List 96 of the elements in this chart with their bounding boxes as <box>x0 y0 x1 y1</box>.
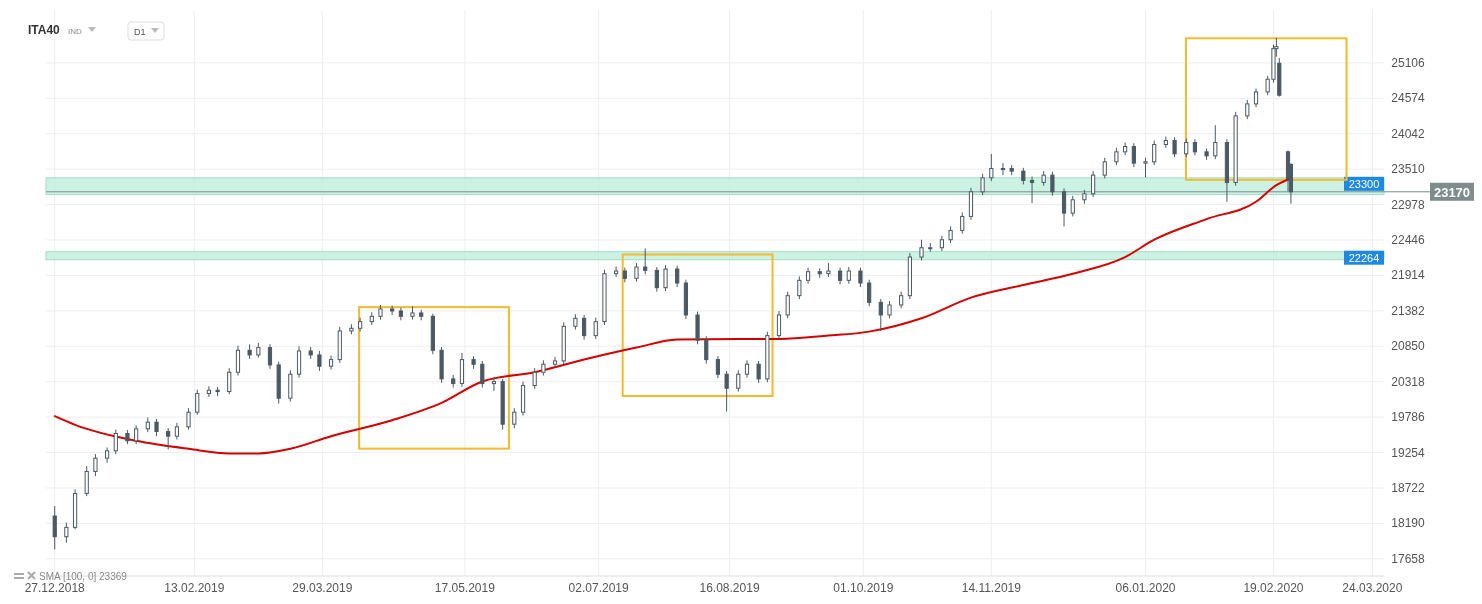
y-tick-label: 24574 <box>1391 91 1426 106</box>
candlestick <box>797 275 802 300</box>
candlestick <box>552 356 558 369</box>
candlestick <box>532 367 537 390</box>
candlestick <box>980 173 985 196</box>
candlestick <box>1061 187 1067 227</box>
x-tick-label: 14.11.2019 <box>961 581 1022 595</box>
candlestick <box>654 266 659 293</box>
candlestick <box>960 211 965 235</box>
candlestick <box>634 262 639 283</box>
y-tick-label: 21914 <box>1391 268 1426 283</box>
x-tick-label: 17.05.2019 <box>434 581 496 595</box>
candlestick <box>582 314 587 341</box>
ref-line-label: 23170 <box>1433 184 1471 200</box>
candlestick <box>52 505 57 550</box>
candlestick <box>1172 136 1177 158</box>
x-tick-label: 27.12.2018 <box>24 581 86 595</box>
candlestick <box>919 239 924 261</box>
candlestick <box>756 360 761 384</box>
x-tick-label: 13.02.2019 <box>164 581 225 595</box>
candlestick <box>736 369 741 393</box>
candlestick <box>1131 142 1136 168</box>
candlestick <box>1123 142 1128 156</box>
x-tick-label: 02.07.2019 <box>568 581 630 595</box>
candlestick <box>704 335 709 365</box>
candlestick <box>724 370 729 413</box>
y-tick-label: 18190 <box>1391 516 1426 531</box>
candlestick <box>512 407 517 429</box>
candlestick <box>715 355 721 379</box>
candlestick <box>878 298 883 332</box>
candlestick <box>134 425 139 445</box>
candlestick <box>1070 195 1075 217</box>
y-tick-label: 20850 <box>1391 339 1426 354</box>
candlestick <box>675 265 680 288</box>
y-tick-label: 22446 <box>1391 233 1426 247</box>
candlestick <box>317 350 322 372</box>
candlestick <box>64 522 69 544</box>
x-tick-label: 24.03.2020 <box>1342 581 1403 595</box>
annotation: SMA [100, 0] 23369 <box>39 571 128 582</box>
candlestick <box>1213 124 1218 160</box>
candlestick <box>195 389 200 416</box>
candlestick <box>296 345 302 379</box>
candlestick <box>1000 162 1006 176</box>
y-tick-label: 18722 <box>1391 480 1426 495</box>
candlestick <box>1245 99 1250 120</box>
band-label: 23300 <box>1348 177 1380 190</box>
y-tick-label: 20318 <box>1391 374 1426 389</box>
candlestick <box>1152 140 1157 166</box>
candlestick <box>227 367 232 395</box>
text: ITA40 <box>28 23 61 37</box>
candlestick <box>1029 175 1035 204</box>
x-tick-label: 29.03.2019 <box>292 581 353 595</box>
annotation: IND <box>68 27 82 36</box>
candlestick <box>288 369 293 403</box>
y-tick-label: 24042 <box>1391 126 1426 141</box>
x-tick-label: 01.10.2019 <box>833 581 894 595</box>
candlestick <box>858 267 863 288</box>
y-tick-label: 19786 <box>1391 410 1426 425</box>
candlestick <box>785 291 790 319</box>
x-tick-label: 06.01.2020 <box>1115 581 1176 595</box>
candlestick <box>113 429 118 455</box>
candlestick <box>776 310 782 340</box>
y-tick-label: 23510 <box>1391 162 1426 177</box>
y-tick-label: 19254 <box>1391 445 1426 460</box>
candlestick <box>459 352 465 388</box>
candlestick <box>267 343 273 370</box>
y-tick-label: 17658 <box>1391 551 1426 566</box>
candlestick <box>84 465 89 497</box>
candlestick <box>867 279 872 307</box>
candlestick <box>104 446 110 464</box>
candlestick <box>235 345 241 377</box>
candlestick <box>1050 171 1055 197</box>
candlestick <box>1091 170 1096 198</box>
candlestick <box>480 360 485 389</box>
candlestick <box>390 305 395 316</box>
candlestick <box>643 247 648 275</box>
candlestick <box>186 407 191 431</box>
candlestick <box>989 153 994 182</box>
candlestick <box>1184 138 1189 158</box>
annotation: D1 <box>134 27 146 37</box>
candlestick <box>93 453 98 477</box>
candlestick <box>593 317 598 340</box>
candlestick <box>1143 157 1148 178</box>
candlestick <box>166 427 171 450</box>
candlestick <box>1102 157 1107 179</box>
y-tick-label: 22978 <box>1391 197 1426 212</box>
y-tick-label: 21382 <box>1391 303 1426 318</box>
candlestick <box>663 264 668 292</box>
candlestick <box>206 385 211 398</box>
candlestick <box>1253 88 1259 108</box>
candlestick <box>614 265 619 278</box>
x-tick-label: 16.08.2019 <box>699 581 760 595</box>
x-tick-label: 19.02.2020 <box>1243 581 1304 595</box>
y-tick-label: 25106 <box>1391 55 1426 70</box>
band-label: 22264 <box>1348 251 1380 264</box>
candlestick <box>491 377 497 392</box>
